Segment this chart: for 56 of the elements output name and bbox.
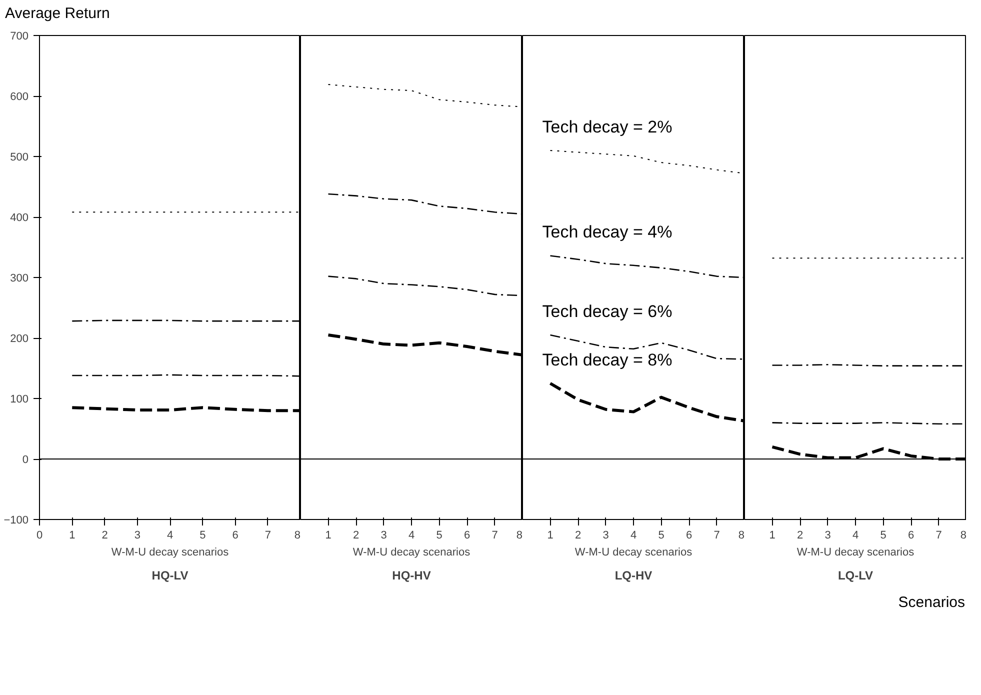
x-tick-label: 5	[200, 530, 206, 542]
x-tick-label: 6	[232, 530, 238, 542]
x-tick-label: 4	[166, 530, 174, 542]
x-tick-label: 5	[880, 530, 886, 542]
x-tick-label: 4	[408, 530, 415, 542]
text: LQ-LV	[838, 568, 874, 583]
text: HQ-HV	[392, 568, 431, 583]
x-tick-label: 4	[852, 530, 859, 542]
x-axis-title: W-M-U decay scenarios	[352, 546, 471, 559]
series-label: Tech decay = 4%	[542, 222, 672, 242]
text: Scenarios	[898, 593, 965, 614]
x-tick-label: 1	[547, 530, 554, 542]
series-label: Tech decay = 2%	[542, 118, 672, 137]
x-tick-label: 7	[714, 530, 720, 542]
y-tick-label: 100	[10, 394, 29, 406]
x-tick-label: 2	[796, 530, 804, 542]
text: LQ-HV	[614, 568, 652, 583]
x-tick-label: 2	[574, 530, 582, 542]
x-tick-label: 2	[102, 530, 108, 542]
x-tick-label: 0	[36, 530, 43, 542]
x-tick-label: 7	[936, 530, 942, 542]
y-tick-label: 0	[22, 454, 29, 466]
text: HQ-LV	[152, 568, 188, 583]
x-tick-label: 8	[516, 530, 523, 542]
x-tick-label: 5	[436, 530, 442, 542]
y-tick-label: 300	[10, 272, 29, 285]
x-tick-label: 5	[658, 530, 664, 542]
y-tick-label: −100	[4, 514, 29, 527]
x-tick-label: 6	[908, 530, 914, 542]
x-tick-label: 4	[630, 530, 637, 542]
y-tick-label: 700	[10, 30, 29, 43]
y-tick-label: 400	[10, 212, 29, 224]
x-tick-label: 7	[492, 530, 498, 542]
x-axis-title: W-M-U decay scenarios	[111, 546, 230, 559]
x-tick-label: 1	[325, 530, 332, 542]
x-tick-label: 7	[264, 530, 271, 542]
y-tick-label: 600	[10, 91, 29, 104]
x-axis-title: W-M-U decay scenarios	[574, 546, 693, 559]
y-tick-label: 500	[10, 152, 29, 164]
y-axis-title: Average Return	[5, 5, 110, 22]
y-tick-label: 200	[10, 333, 29, 346]
x-tick-label: 3	[134, 530, 140, 542]
series-label: Tech decay = 8%	[542, 350, 672, 370]
x-tick-label: 3	[380, 530, 387, 542]
x-tick-label: 1	[69, 530, 76, 542]
x-tick-label: 8	[294, 530, 301, 542]
series-label: Tech decay = 6%	[542, 302, 672, 322]
x-tick-label: 3	[602, 530, 609, 542]
x-tick-label: 6	[686, 530, 692, 542]
x-tick-label: 2	[352, 530, 360, 542]
x-tick-label: 8	[738, 530, 745, 542]
x-tick-label: 1	[769, 530, 776, 542]
x-tick-label: 8	[960, 530, 967, 542]
x-axis-title: W-M-U decay scenarios	[796, 546, 915, 559]
x-tick-label: 3	[824, 530, 831, 542]
x-tick-label: 6	[464, 530, 470, 542]
